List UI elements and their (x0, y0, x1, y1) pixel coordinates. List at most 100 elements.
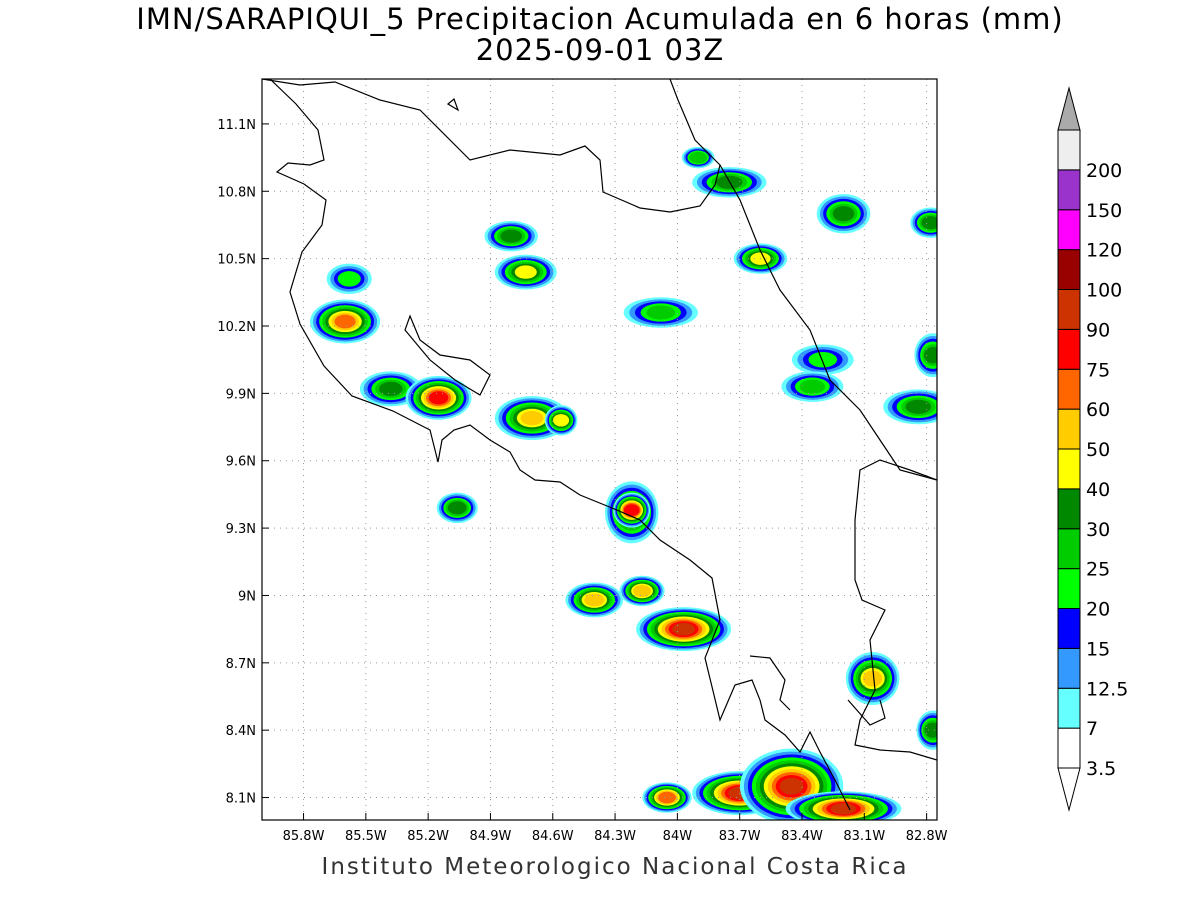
lat-label: 8.1N (226, 792, 256, 807)
precip-contour (921, 216, 937, 230)
precip-contour (832, 206, 855, 222)
precip-contour (428, 391, 449, 405)
precip-cell (310, 299, 381, 344)
lat-label: 8.7N (226, 657, 256, 672)
precip-contour (553, 414, 570, 427)
precip-cell (914, 333, 937, 378)
colorbar-swatch (1057, 448, 1081, 490)
lat-label: 10.2N (217, 320, 256, 335)
precip-cell (623, 297, 698, 328)
precip-contour (646, 305, 676, 320)
precip-contour (623, 504, 640, 517)
colorbar-swatch (1057, 289, 1081, 330)
longitude-labels: 85.8W 85.5W 85.2W 84.9W 84.6W 84.3W 84W 83.7W 83… (283, 829, 948, 844)
lat-label: 9.3N (226, 522, 256, 537)
precip-contour (334, 314, 356, 329)
colorbar-swatch (1057, 568, 1081, 609)
precip-cell (619, 575, 665, 607)
colorbar-label: 15 (1086, 638, 1110, 660)
colorbar-swatch (1057, 368, 1081, 410)
colorbar-label: 100 (1086, 280, 1122, 302)
grid-lines (262, 79, 937, 820)
footer-credit: Instituto Meteorologico Nacional Costa R… (321, 854, 909, 880)
precip-contour (799, 379, 826, 394)
precip-contour (514, 265, 537, 279)
colorbar-label: 120 (1086, 240, 1122, 262)
colorbar-label: 60 (1086, 399, 1110, 421)
colorbar-label: 40 (1086, 479, 1110, 501)
lon-label: 85.5W (345, 829, 387, 844)
precip-cell (781, 371, 844, 402)
lon-label: 84.9W (470, 829, 512, 844)
lat-label: 9.6N (226, 455, 256, 470)
colorbar-swatch (1057, 528, 1081, 570)
precipitation-field (310, 146, 937, 820)
precip-contour (672, 622, 696, 636)
lat-label: 9.9N (226, 387, 256, 402)
colorbar-label: 25 (1086, 559, 1110, 581)
coastlines (262, 79, 937, 811)
precip-cell (845, 652, 900, 705)
lat-label: 8.4N (226, 724, 256, 739)
colorbar-top-arrow (1057, 86, 1081, 131)
colorbar-swatch (1057, 647, 1081, 689)
precip-cell (910, 207, 937, 238)
colorbar-swatch (1057, 328, 1081, 370)
latitude-labels: 11.1N 10.8N 10.5N 10.2N 9.9N 9.6N 9.3N 9N 8.7N 8.… (217, 118, 256, 807)
lon-label: 84W (663, 829, 693, 844)
colorbar-label: 3.5 (1086, 758, 1116, 780)
lat-label: 10.5N (217, 253, 256, 268)
precip-contour (862, 670, 883, 687)
colorbar-swatch (1057, 727, 1081, 769)
colorbar-label: 90 (1086, 319, 1110, 341)
lon-label: 85.2W (407, 829, 449, 844)
colorbar-label: 50 (1086, 439, 1110, 461)
colorbar-swatch (1057, 209, 1081, 251)
map-title: IMN/SARAPIQUI_5 Precipitacion Acumulada … (136, 2, 1064, 36)
precip-contour (379, 381, 403, 396)
precip-cell (681, 146, 715, 169)
lat-label: 9N (238, 589, 256, 604)
precip-contour (689, 151, 707, 164)
precip-contour (905, 399, 932, 414)
precip-cell (883, 389, 937, 425)
lon-label: 84.3W (594, 829, 636, 844)
lon-label: 82.8W (906, 829, 948, 844)
precip-contour (658, 791, 676, 804)
lon-label: 83.4W (781, 829, 823, 844)
precip-contour (337, 271, 361, 287)
precip-contour (633, 584, 652, 597)
precip-cell (484, 220, 538, 252)
precip-cell (642, 782, 692, 813)
lon-label: 83.7W (719, 829, 761, 844)
lon-label: 84.6W (532, 829, 574, 844)
lon-label: 85.8W (283, 829, 325, 844)
colorbar-label: 75 (1086, 359, 1110, 381)
precip-cell (613, 492, 651, 528)
precip-cell (436, 492, 478, 524)
precip-contour (584, 593, 605, 607)
precip-contour (500, 229, 523, 243)
precip-cell (816, 194, 871, 234)
precip-contour (520, 410, 544, 426)
plot-frame (261, 78, 938, 821)
colorbar-label: 20 (1086, 599, 1110, 621)
precip-contour (447, 501, 467, 515)
colorbar-swatch (1057, 249, 1081, 290)
colorbar-swatch (1057, 608, 1081, 649)
precip-cell (791, 344, 854, 375)
precip-cell (785, 791, 902, 820)
precip-contour (923, 347, 937, 364)
plot-area (262, 79, 937, 820)
colorbar-swatch (1057, 169, 1081, 211)
lat-label: 11.1N (217, 118, 256, 133)
precip-cell (405, 375, 472, 420)
colorbar-bottom-arrow (1057, 767, 1081, 812)
colorbar-swatch (1057, 408, 1081, 450)
precip-cell (326, 263, 372, 295)
colorbar-label: 12.5 (1086, 678, 1128, 700)
colorbar-label: 7 (1086, 718, 1098, 740)
colorbar-swatch (1057, 687, 1081, 729)
precip-cell (636, 607, 732, 652)
